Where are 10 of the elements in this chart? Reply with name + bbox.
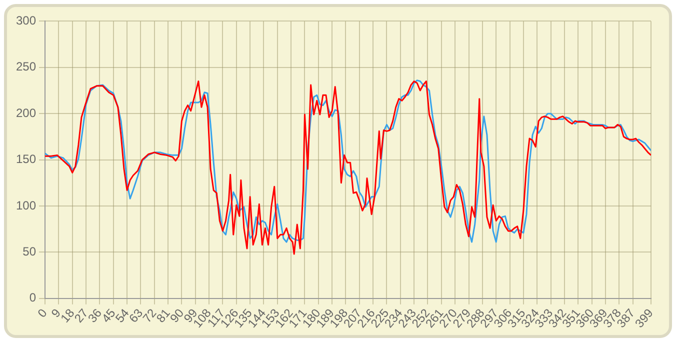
x-tick-label: 36 [85, 306, 105, 326]
x-tick-label: 0 [34, 306, 50, 320]
y-tick-label: 150 [16, 152, 36, 166]
x-tick-label: 399 [632, 306, 656, 330]
y-tick-label: 250 [16, 60, 36, 74]
y-tick-label: 0 [29, 290, 36, 305]
y-tick-label: 50 [22, 244, 36, 259]
y-tick-label: 300 [16, 14, 36, 28]
y-tick-label: 100 [16, 198, 36, 212]
y-tick-label: 200 [16, 106, 36, 120]
